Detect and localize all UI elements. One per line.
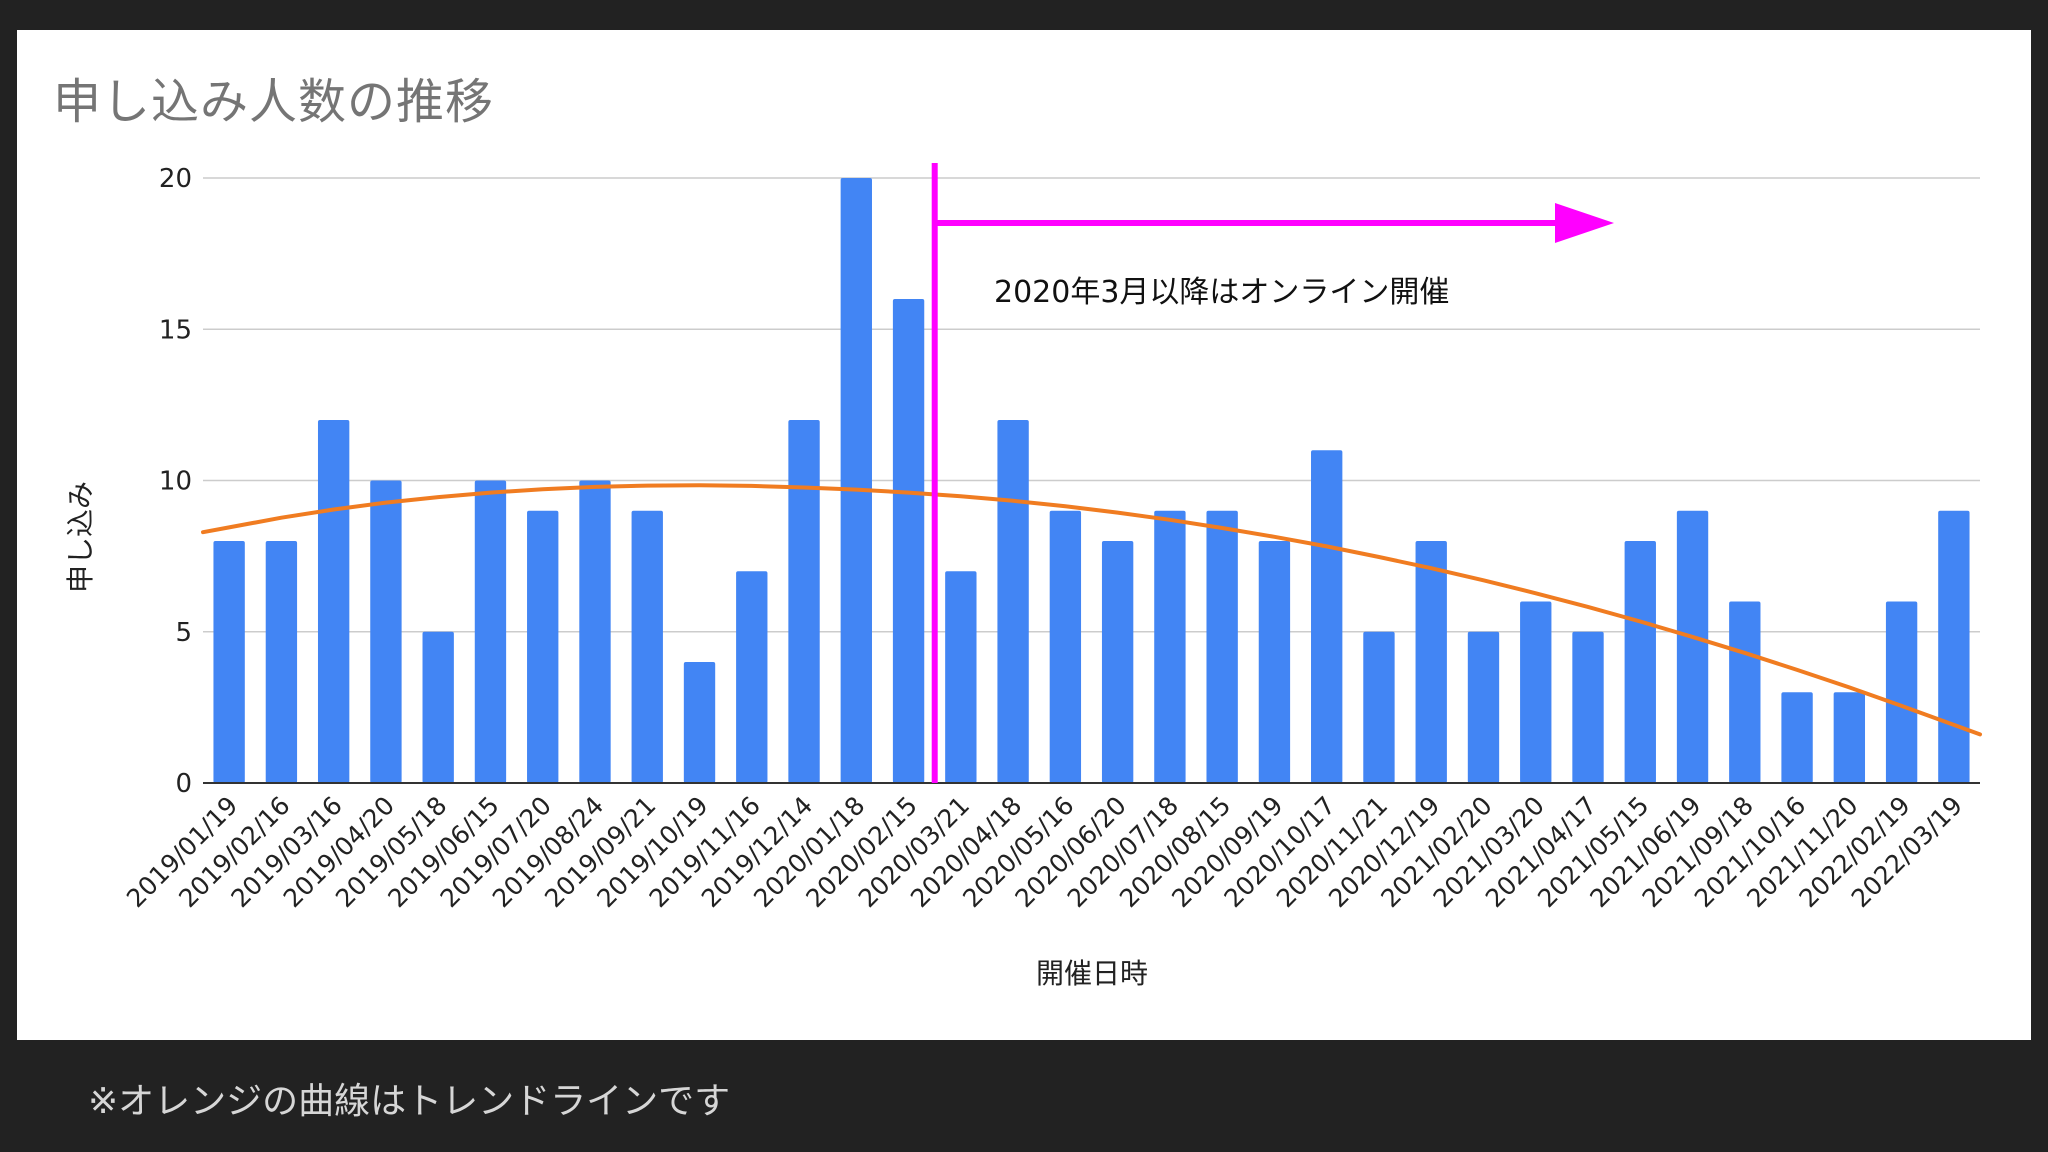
bar [1572,631,1604,783]
x-axis-title: 開催日時 [1036,957,1148,990]
bar [1101,541,1134,783]
bar [1363,631,1395,783]
bar [422,631,454,783]
trendline [201,483,1982,737]
bar [1781,692,1813,783]
bar [265,541,298,783]
bar [1885,601,1918,783]
bar [1938,510,1970,783]
y-tick-label: 5 [175,618,192,648]
bar [579,480,611,783]
y-axis-title: 申し込み [64,481,97,593]
bar [1415,541,1447,783]
bar [1154,510,1186,783]
y-tick-label: 10 [159,467,192,497]
bar [1049,510,1082,783]
bar [631,510,663,783]
bar [683,662,716,783]
bar [1676,510,1709,783]
bar [317,420,350,783]
footnote: ※オレンジの曲線はトレンドラインです [88,1081,731,1122]
bar [945,571,977,783]
bar [997,420,1029,783]
bar [1729,601,1761,783]
bar [1258,541,1291,783]
bar [213,541,245,783]
bar [1833,692,1866,783]
bar [1206,510,1238,783]
bar [1467,631,1500,783]
bar [788,420,820,783]
y-tick-label: 0 [175,769,192,799]
annotation-text: 2020年3月以降はオンライン開催 [994,275,1449,310]
bar [736,571,768,783]
bar [474,480,507,783]
chart-title: 申し込み人数の推移 [53,74,495,130]
bar [1624,541,1656,783]
bar [370,480,402,783]
online-arrow-head [1555,203,1614,243]
bar [1311,450,1343,783]
y-tick-label: 20 [159,164,192,194]
bar [892,299,925,783]
bar [527,510,559,783]
bar [1520,601,1552,783]
y-tick-label: 15 [159,315,192,345]
bar [840,178,872,783]
